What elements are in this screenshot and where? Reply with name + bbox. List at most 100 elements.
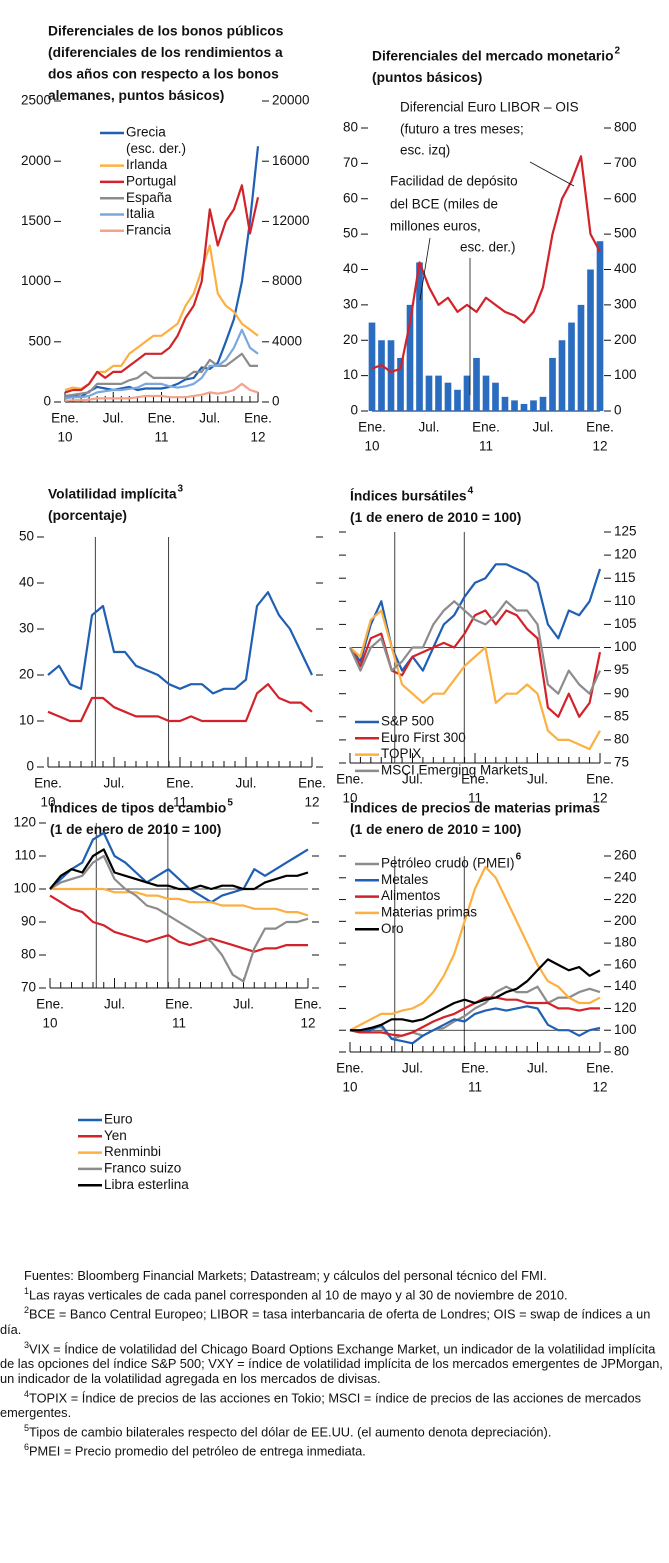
x-tick-label: Ene. <box>461 1061 489 1076</box>
x-tick-year: 11 <box>468 1080 482 1095</box>
chart-title: (puntos básicos) <box>372 70 482 85</box>
bar <box>463 375 471 411</box>
y-tick-label: 220 <box>614 891 637 906</box>
series-line <box>349 609 601 751</box>
footnote-text: Fuentes: Bloomberg Financial Markets; Da… <box>24 1268 547 1283</box>
bar <box>406 304 414 411</box>
legend-label: Oro <box>381 921 404 936</box>
x-tick-label: Ene. <box>298 776 326 791</box>
chart-title: Índices de precios de materias primas <box>350 800 600 816</box>
chart-title: dos años con respecto a los bonos <box>48 67 279 82</box>
legend-label: Materias primas <box>381 904 477 919</box>
bar <box>568 322 575 411</box>
series-line <box>49 854 309 983</box>
x-tick-year: 12 <box>304 795 319 810</box>
bar <box>482 375 490 411</box>
y-tick-label: 70 <box>21 980 36 995</box>
series-line <box>64 146 260 399</box>
y-tick-label: 0 <box>26 759 34 774</box>
legend-label: Alimentos <box>381 888 441 903</box>
bar <box>435 375 442 411</box>
x-tick-year: 10 <box>57 430 72 445</box>
series-line <box>47 591 313 695</box>
annotation: (futuro a tres meses; <box>400 122 524 137</box>
y-tick-label: 200 <box>614 913 637 928</box>
x-tick-year: 12 <box>250 430 265 445</box>
y-tick-label: 95 <box>614 662 629 677</box>
chart-title: Índices bursátiles <box>350 488 467 504</box>
footnote-text: TOPIX = Índice de precios de las accione… <box>0 1390 641 1421</box>
y-tick-label: 80 <box>614 731 629 746</box>
y-tick-label: 80 <box>614 1044 629 1059</box>
footnote: 6PMEI = Precio promedio del petróleo de … <box>0 1440 665 1458</box>
y-tick-label: 700 <box>614 155 637 170</box>
x-tick-label: Jul. <box>527 772 548 787</box>
annotation: esc. der.) <box>460 240 516 255</box>
legend-label: Libra esterlina <box>104 1177 189 1192</box>
x-tick-label: Jul. <box>418 420 439 435</box>
leader-line <box>529 161 575 187</box>
y-tick-label: 120 <box>13 815 36 830</box>
chart-title: (diferenciales de los rendimientos a <box>48 45 283 60</box>
y-tick-label: 115 <box>614 570 636 585</box>
bar <box>501 396 509 411</box>
x-tick-year: 11 <box>468 791 482 806</box>
footnote: 3VIX = Índice de volatilidad del Chicago… <box>0 1338 665 1386</box>
chart-title: Volatilidad implícita <box>48 487 177 502</box>
series-line <box>64 184 260 394</box>
y-tick-label: 180 <box>614 935 637 950</box>
y-tick-label: 600 <box>614 190 637 205</box>
y-tick-label: 10 <box>19 713 34 728</box>
series-line <box>349 865 601 1032</box>
x-tick-year: 12 <box>592 439 607 454</box>
y-tick-label: 105 <box>614 616 637 631</box>
legend-label: Portugal <box>126 173 176 188</box>
title-note: 4 <box>468 486 474 497</box>
bar <box>387 340 395 411</box>
footnote-mark: 4 <box>24 1388 30 1399</box>
footnote: 2BCE = Banco Central Europeo; LIBOR = ta… <box>0 1303 665 1336</box>
annotation: Diferencial Euro LIBOR – OIS <box>400 100 579 115</box>
bar <box>444 382 452 411</box>
footnote-mark: 1 <box>24 1286 30 1296</box>
y-tick-label: 100 <box>614 367 637 382</box>
chart-title: Diferenciales de los bonos públicos <box>48 24 284 39</box>
y-tick-label: 8000 <box>272 273 302 288</box>
y-tick-label: 30 <box>19 621 34 636</box>
y-tick-label: 125 <box>614 524 637 539</box>
x-tick-label: Ene. <box>472 420 500 435</box>
series-line <box>64 382 259 402</box>
y-tick-label: 100 <box>614 639 637 654</box>
y-tick-label: 240 <box>614 869 637 884</box>
x-tick-label: Jul. <box>527 1061 548 1076</box>
series-line <box>64 352 258 398</box>
annotation: Facilidad de depósito <box>390 174 518 189</box>
x-tick-label: Jul. <box>103 776 124 791</box>
series-line <box>64 244 259 392</box>
footnote: Fuentes: Bloomberg Financial Markets; Da… <box>0 1268 665 1283</box>
x-tick-year: 12 <box>592 791 607 806</box>
x-tick-label: Ene. <box>336 772 364 787</box>
y-tick-label: 500 <box>614 226 637 241</box>
y-tick-label: 12000 <box>272 213 310 228</box>
x-tick-label: Ene. <box>358 420 386 435</box>
chart-title: Índices de tipos de cambio <box>50 800 226 816</box>
legend-label: Euro First 300 <box>381 730 466 745</box>
bar <box>530 400 537 411</box>
x-tick-label: Ene. <box>34 776 62 791</box>
y-tick-label: 80 <box>21 947 36 962</box>
x-tick-year: 10 <box>364 439 379 454</box>
x-tick-year: 10 <box>42 1016 57 1031</box>
y-tick-label: 0 <box>350 403 358 418</box>
series-line <box>49 894 308 953</box>
footnote: 1Las rayas verticales de cada panel corr… <box>0 1284 665 1302</box>
y-tick-label: 500 <box>28 333 51 348</box>
y-tick-label: 40 <box>343 261 358 276</box>
legend-label: Renminbi <box>104 1144 161 1159</box>
annotation: esc. izq) <box>400 143 450 158</box>
chart-title: (porcentaje) <box>48 508 127 523</box>
legend-label: S&P 500 <box>381 714 434 729</box>
y-tick-label: 260 <box>614 848 637 863</box>
x-tick-label: Ene. <box>51 411 79 426</box>
x-tick-year: 11 <box>172 1016 186 1031</box>
